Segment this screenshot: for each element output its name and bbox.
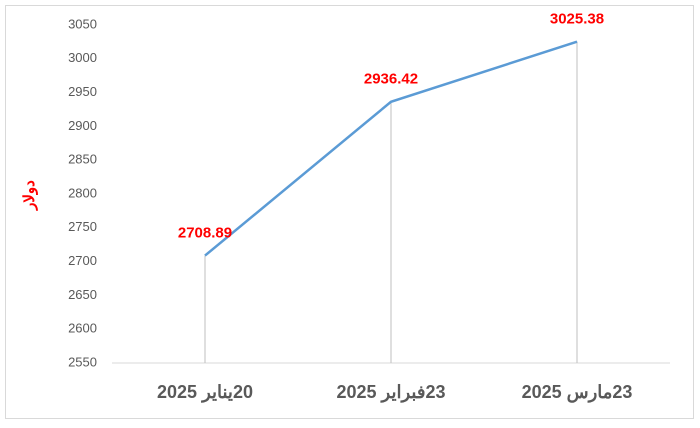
y-tick-label: 2850 [68, 152, 97, 167]
y-tick-label: 2800 [68, 185, 97, 200]
data-label: 2936.42 [364, 71, 418, 88]
data-label: 3025.38 [550, 11, 604, 28]
y-tick-label: 2700 [68, 253, 97, 268]
x-tick-label: 23فبراير 2025 [337, 382, 446, 403]
y-tick-label: 2600 [68, 321, 97, 336]
data-label: 2708.89 [178, 225, 232, 242]
chart-border [5, 5, 694, 419]
y-axis-label: دولار [21, 180, 38, 211]
y-tick-label: 2950 [68, 84, 97, 99]
x-tick-label: 20يناير 2025 [157, 382, 253, 403]
y-tick-label: 2650 [68, 287, 97, 302]
y-tick-label: 3000 [68, 50, 97, 65]
x-tick-label: 23مارس 2025 [522, 382, 633, 403]
y-tick-label: 2550 [68, 354, 97, 369]
y-tick-label: 3050 [68, 16, 97, 31]
y-tick-label: 2900 [68, 118, 97, 133]
y-tick-label: 2750 [68, 219, 97, 234]
data-line [204, 40, 578, 257]
